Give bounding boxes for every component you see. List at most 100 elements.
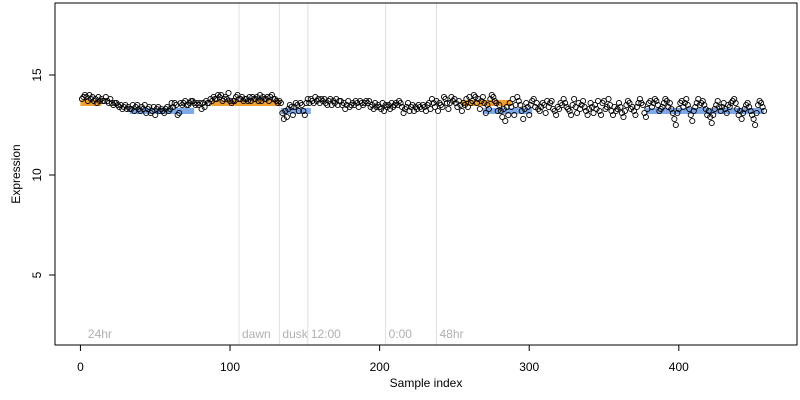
data-point <box>732 99 739 107</box>
data-point <box>316 99 323 107</box>
data-point <box>707 113 714 121</box>
data-point <box>170 103 177 111</box>
data-point <box>520 115 527 123</box>
data-point <box>107 95 114 103</box>
data-point <box>669 109 676 117</box>
data-point <box>446 99 453 107</box>
data-point <box>213 95 220 103</box>
data-point <box>524 103 531 111</box>
data-point <box>285 105 292 113</box>
data-point <box>410 107 418 115</box>
data-point <box>716 103 723 111</box>
data-point <box>608 107 615 115</box>
data-point <box>457 101 464 109</box>
phase-annotations: 24hr dawn dusk 12:00 0:00 48hr <box>88 327 464 341</box>
data-point <box>569 101 576 109</box>
data-point <box>648 103 655 111</box>
data-point <box>699 97 706 105</box>
data-point <box>620 113 627 121</box>
data-point <box>641 109 648 117</box>
data-point <box>626 99 633 107</box>
data-point <box>328 101 335 109</box>
data-point <box>425 99 433 107</box>
data-point <box>660 99 667 107</box>
phase-label: 24hr <box>88 327 112 341</box>
data-point <box>324 101 331 109</box>
data-point <box>636 95 643 103</box>
data-point <box>597 111 605 119</box>
data-point <box>536 107 543 115</box>
x-tick-label: 0 <box>77 360 84 374</box>
data-point <box>476 105 483 113</box>
phase-divider-lines <box>238 3 437 345</box>
data-point <box>518 107 525 115</box>
data-point <box>596 107 603 115</box>
data-point <box>283 113 290 121</box>
data-point <box>176 109 183 117</box>
data-point <box>671 115 678 123</box>
data-point <box>86 91 93 99</box>
data-point <box>434 107 442 115</box>
data-point <box>702 105 709 113</box>
data-point <box>295 107 302 115</box>
data-point <box>421 103 428 111</box>
data-point <box>734 105 741 113</box>
data-point <box>568 111 575 119</box>
data-point <box>493 99 500 107</box>
data-point <box>621 107 629 115</box>
data-point <box>499 113 506 121</box>
data-point <box>458 107 465 115</box>
data-point <box>574 109 581 117</box>
data-point <box>505 111 512 119</box>
data-point <box>122 101 129 109</box>
data-point <box>312 93 319 101</box>
data-point <box>532 103 539 111</box>
phase-label: 48hr <box>439 327 463 341</box>
data-point <box>511 111 518 119</box>
data-point <box>605 95 612 103</box>
data-point <box>693 99 700 107</box>
data-point <box>95 93 102 101</box>
phase-label: 0:00 <box>389 327 413 341</box>
data-point <box>366 97 373 105</box>
data-point <box>256 91 263 99</box>
data-point <box>521 105 528 113</box>
data-point <box>443 99 450 107</box>
highlight-low-mark <box>304 108 311 114</box>
data-point <box>255 97 262 105</box>
data-point <box>481 99 488 107</box>
data-point <box>517 101 524 109</box>
data-point <box>603 103 611 111</box>
data-point <box>611 103 618 111</box>
data-point <box>668 105 675 113</box>
data-point <box>710 111 717 119</box>
data-point <box>690 107 697 115</box>
y-tick-label: 10 <box>30 168 44 182</box>
data-point <box>372 99 379 107</box>
data-point <box>726 103 733 111</box>
highlight-low-mark <box>526 108 533 114</box>
x-tick-label: 400 <box>669 360 689 374</box>
data-point <box>714 97 721 105</box>
data-point <box>279 109 286 117</box>
data-point <box>282 107 289 115</box>
data-point <box>723 109 730 117</box>
data-point <box>618 109 626 117</box>
data-point <box>482 109 489 117</box>
data-point <box>759 103 766 111</box>
data-point <box>303 99 310 107</box>
data-point <box>719 103 726 111</box>
data-point <box>388 99 395 107</box>
data-point <box>530 95 537 103</box>
data-point <box>614 105 621 113</box>
data-point <box>155 103 162 111</box>
data-point <box>89 93 96 101</box>
data-point <box>566 107 573 115</box>
data-point <box>463 95 470 103</box>
data-point <box>379 99 386 107</box>
data-point <box>666 99 673 107</box>
data-point <box>464 103 471 111</box>
data-point <box>150 103 157 111</box>
